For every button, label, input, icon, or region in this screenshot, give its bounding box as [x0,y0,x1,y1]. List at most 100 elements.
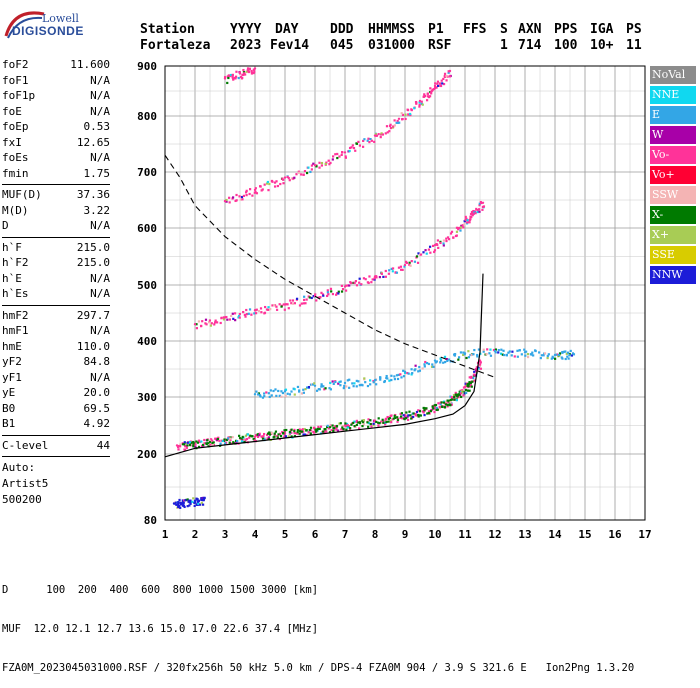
echo-point [422,95,426,98]
echo-point [572,353,576,356]
echo-point [358,277,361,280]
echo-point [227,437,230,440]
echo-point [318,161,321,164]
echo-point [357,140,360,143]
header-label-cell: IGA [590,22,614,37]
echo-point [433,410,436,414]
echo-point [387,416,390,419]
echo-point [305,298,308,301]
echo-point [338,422,341,425]
footer-file-line: FZA0M_2023045031000.RSF / 320fx256h 50 k… [2,662,635,674]
echo-point [433,404,436,407]
echo-point [393,378,396,381]
echo-point [367,418,370,421]
echo-point [242,68,245,72]
echo-point [565,352,568,355]
echo-point [401,268,404,271]
echo-point [290,390,293,393]
echo-point [231,76,234,79]
echo-point [188,504,191,507]
trace-point [208,440,212,444]
echo-point [182,504,185,507]
echo-point [331,292,335,296]
echo-point [366,384,370,388]
echo-point [407,414,410,417]
echo-point [384,417,388,420]
trace-point [193,499,197,502]
echo-point [302,302,305,305]
echo-point [486,348,489,351]
echo-point [452,236,455,239]
echo-point [203,496,206,499]
echo-point [178,498,181,502]
echo-point [414,100,418,104]
echo-point [231,196,235,199]
echo-point [439,359,443,362]
echo-point [389,126,393,130]
param-row: foF1p N/A [2,89,110,105]
echo-point [438,82,442,85]
echo-point [282,432,285,435]
trace-point [469,381,473,385]
echo-point [288,393,292,396]
echo-point [209,324,212,327]
echo-point [202,496,205,500]
echo-point [286,392,289,395]
echo-point [245,313,249,316]
echo-point [418,105,421,108]
echo-point [470,385,473,388]
echo-point [333,425,336,428]
echo-point [489,354,493,357]
echo-point [466,389,470,392]
echo-point [469,383,472,386]
echo-point [197,439,201,442]
echo-point [302,391,305,394]
legend-item-vo-: Vo- [650,146,696,164]
echo-point [267,308,270,311]
echo-point [476,210,479,214]
echo-point [377,424,380,427]
echo-point [192,440,195,444]
echo-point [279,434,283,438]
echo-point [268,182,271,186]
header-value-cell: 045 [330,38,354,53]
echo-point [200,324,203,327]
echo-point [186,444,189,447]
echo-point [447,399,451,402]
echo-point [304,388,307,391]
echo-point [274,388,277,391]
echo-point [477,367,480,370]
echo-point [425,99,429,102]
echo-point [232,77,235,80]
echo-point [282,182,285,185]
echo-point [213,323,216,326]
echo-point [455,230,459,233]
echo-point [362,277,366,280]
echo-point [228,441,231,444]
echo-point [307,295,310,298]
echo-point [388,269,391,272]
param-row: B1 4.92 [2,417,110,433]
echo-point [352,385,355,388]
echo-point [296,432,299,435]
echo-point [346,379,349,382]
echo-point [328,387,331,390]
echo-point [253,70,256,74]
echo-point [553,357,557,360]
echo-point [239,198,242,201]
echo-point [303,298,306,302]
echo-point [183,505,186,509]
echo-point [423,93,426,96]
echo-point [362,423,365,426]
echo-point [390,374,393,377]
echo-point [461,391,464,394]
echo-point [337,382,340,385]
echo-point [308,296,311,299]
echo-point [185,444,188,448]
echo-point [403,417,406,421]
echo-point [478,364,481,368]
echo-point [343,384,346,388]
echo-point [280,390,283,393]
echo-point [470,353,473,357]
echo-point [317,296,320,299]
